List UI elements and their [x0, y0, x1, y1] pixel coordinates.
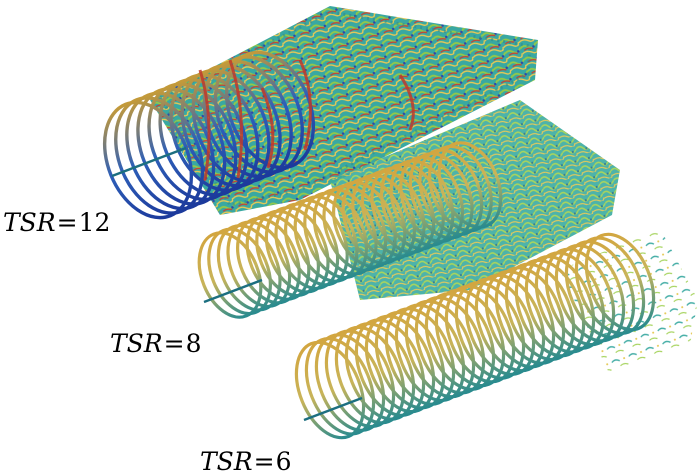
blade-vortex-ring — [424, 292, 496, 391]
blade-vortex-ring — [514, 258, 586, 358]
blade-root-line — [203, 278, 263, 304]
blade-vortex-ring — [294, 340, 366, 440]
blade-vortex-ring — [494, 266, 566, 365]
blade-vortex-ring — [197, 231, 263, 319]
blade-vortex-ring — [380, 162, 445, 251]
blade-vortex-ring — [364, 314, 436, 414]
blade-vortex-ring — [180, 68, 271, 188]
blade-vortex-ring — [574, 236, 646, 336]
blade-vortex-ring — [102, 100, 194, 220]
wake-tsr-8 — [197, 100, 620, 319]
blade-vortex-ring — [114, 96, 205, 215]
blade-vortex-ring — [341, 177, 407, 265]
blade-root-line — [111, 146, 187, 178]
blade-vortex-ring — [202, 59, 293, 179]
blade-vortex-ring — [224, 50, 316, 170]
wake-6-blade-vortex-rings — [294, 232, 656, 440]
blade-vortex-ring — [191, 64, 282, 183]
blade-vortex-ring — [554, 243, 626, 343]
blade-vortex-ring — [351, 173, 416, 262]
blade-vortex-ring — [255, 209, 320, 298]
blade-vortex-ring — [264, 206, 330, 294]
blade-vortex-ring — [418, 148, 484, 236]
blade-vortex-ring — [344, 322, 416, 421]
blade-vortex-ring — [216, 224, 282, 312]
blade-vortex-ring — [434, 288, 506, 388]
blade-vortex-ring — [524, 254, 596, 354]
blade-vortex-ring — [408, 152, 474, 240]
blade-vortex-ring — [125, 91, 216, 211]
blade-vortex-ring — [236, 216, 301, 305]
blade-vortex-ring — [136, 87, 227, 206]
blade-vortex-ring — [404, 299, 476, 399]
blade-vortex-ring — [394, 303, 466, 403]
blade-vortex-ring — [322, 184, 388, 272]
wake-tsr-6 — [294, 228, 698, 440]
blade-vortex-ring — [169, 73, 260, 193]
blade-vortex-ring — [584, 232, 656, 332]
blade-vortex-ring — [304, 336, 376, 436]
blade-vortex-ring — [314, 333, 386, 432]
wake-tsr-12 — [102, 6, 538, 220]
tsr-12-label: TSR=12 — [3, 208, 111, 237]
blade-vortex-ring — [147, 82, 238, 202]
blade-root-line — [303, 396, 363, 422]
blade-vortex-ring — [213, 55, 304, 174]
blade-vortex-ring — [334, 325, 406, 425]
blade-vortex-ring — [332, 180, 397, 269]
blade-vortex-ring — [437, 141, 503, 229]
blade-vortex-ring — [354, 318, 426, 418]
blade-vortex-ring — [544, 247, 616, 347]
blade-vortex-ring — [454, 281, 526, 380]
blade-vortex-ring — [414, 295, 486, 395]
blade-vortex-ring — [428, 144, 493, 233]
blade-vortex-ring — [444, 284, 516, 384]
blade-vortex-ring — [303, 191, 368, 280]
blade-vortex-ring — [360, 170, 426, 258]
blade-vortex-ring — [564, 240, 636, 339]
wake-8-blade-vortex-rings — [197, 141, 503, 319]
blade-vortex-ring — [226, 220, 292, 308]
blade-vortex-ring — [464, 277, 536, 377]
tsr-6-label: TSR=6 — [200, 447, 292, 476]
blade-vortex-ring — [207, 227, 272, 316]
blade-vortex-ring — [245, 213, 311, 301]
blade-vortex-ring — [284, 198, 349, 287]
blade-vortex-ring — [504, 262, 576, 362]
blade-vortex-ring — [324, 329, 396, 429]
blade-vortex-ring — [389, 159, 455, 247]
blade-vortex-ring — [370, 166, 436, 254]
blade-vortex-ring — [384, 307, 456, 406]
wake-12-turbulence-edge — [157, 10, 532, 207]
tsr-8-label: TSR=8 — [110, 329, 202, 358]
blade-vortex-ring — [474, 273, 546, 373]
blade-vortex-ring — [293, 195, 359, 283]
wake-12-red-vortex-filaments — [198, 59, 415, 181]
blade-vortex-ring — [274, 202, 340, 290]
blade-vortex-ring — [534, 251, 606, 350]
blade-vortex-ring — [374, 310, 446, 410]
blade-vortex-ring — [484, 269, 556, 369]
blade-vortex-ring — [312, 188, 378, 276]
blade-vortex-ring — [399, 155, 464, 244]
